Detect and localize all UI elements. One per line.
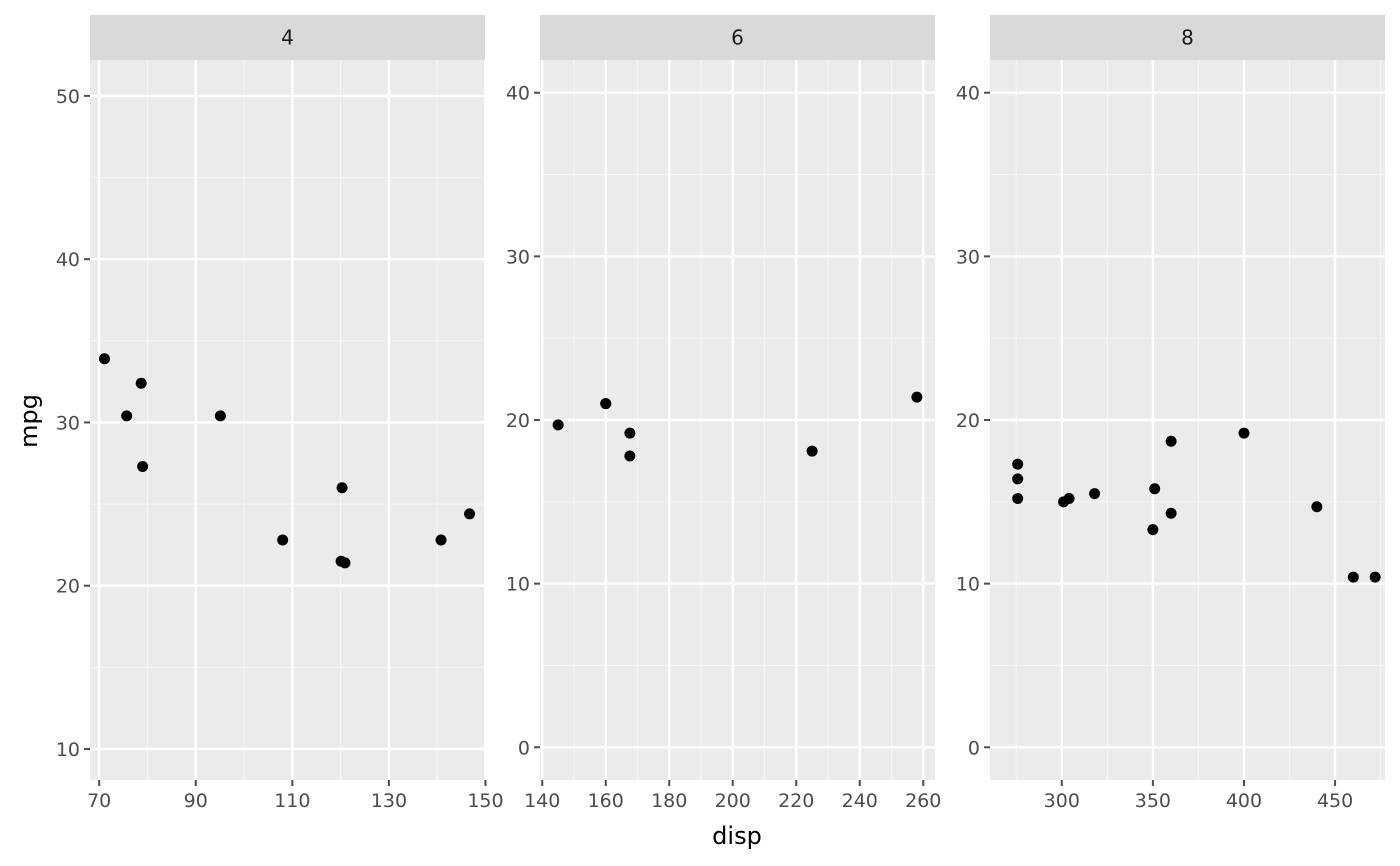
x-tick-label: 130 <box>371 790 407 812</box>
data-point <box>1063 493 1075 505</box>
data-point <box>1089 488 1101 500</box>
facet-panel-6: 6 140 160 180 200 220 240 260 0 10 20 30 40 <box>506 15 941 812</box>
y-tick-label: 30 <box>956 246 980 268</box>
data-point <box>1369 571 1381 583</box>
y-tick-label: 0 <box>518 737 530 759</box>
x-tick-label: 110 <box>274 790 310 812</box>
facet-strip <box>540 15 935 60</box>
data-point <box>624 450 636 462</box>
y-tick-label: 40 <box>956 83 980 105</box>
x-tick-label: 220 <box>778 790 814 812</box>
y-tick-label: 30 <box>56 412 80 434</box>
data-point <box>135 377 147 389</box>
x-tick-label: 150 <box>467 790 503 812</box>
x-tick-label: 70 <box>87 790 111 812</box>
data-points <box>552 391 923 462</box>
data-points <box>98 353 476 569</box>
data-point <box>339 557 351 569</box>
facet-strip-label: 6 <box>731 26 744 50</box>
data-point <box>435 534 447 546</box>
data-point <box>806 445 818 457</box>
x-tick-label: 160 <box>588 790 624 812</box>
y-tick-label: 10 <box>956 574 980 596</box>
x-tick-label: 200 <box>715 790 751 812</box>
data-point <box>214 410 226 422</box>
data-point <box>600 398 612 410</box>
x-tick-label: 400 <box>1226 790 1262 812</box>
data-point <box>911 391 923 403</box>
data-point <box>1311 501 1323 513</box>
facet-strip-label: 4 <box>281 26 294 50</box>
data-point <box>1012 458 1024 470</box>
y-tick-label: 50 <box>56 86 80 108</box>
data-point <box>1347 571 1359 583</box>
x-tick-label: 180 <box>651 790 687 812</box>
x-axis-title: disp <box>712 822 762 850</box>
data-point <box>1149 483 1161 495</box>
facet-strip <box>90 15 485 60</box>
facet-strip <box>990 15 1385 60</box>
x-tick-label: 300 <box>1044 790 1080 812</box>
data-point <box>1147 524 1159 536</box>
data-point <box>336 482 348 494</box>
grid-lines <box>990 60 1385 780</box>
grid-lines <box>90 60 485 780</box>
x-tick-label: 450 <box>1317 790 1353 812</box>
y-tick-label: 20 <box>56 576 80 598</box>
data-point <box>137 461 149 473</box>
data-point <box>277 534 289 546</box>
data-point <box>1165 435 1177 447</box>
panel-background <box>90 60 485 780</box>
data-point <box>1012 473 1024 485</box>
y-tick-label: 10 <box>56 739 80 761</box>
y-tick-label: 20 <box>956 410 980 432</box>
data-point <box>464 508 476 520</box>
facet-strip-label: 8 <box>1181 26 1194 50</box>
y-tick-label: 40 <box>506 83 530 105</box>
data-point <box>98 353 110 365</box>
x-tick-label: 140 <box>524 790 560 812</box>
data-point <box>1238 427 1250 439</box>
grid-lines <box>540 60 935 780</box>
y-tick-label: 10 <box>506 574 530 596</box>
x-tick-label: 240 <box>842 790 878 812</box>
x-tick-label: 350 <box>1135 790 1171 812</box>
data-point <box>1165 507 1177 519</box>
facet-panel-8: 8 300 350 400 450 0 10 20 30 40 <box>956 15 1385 812</box>
y-tick-label: 20 <box>506 410 530 432</box>
y-axis-title: mpg <box>15 394 43 448</box>
data-point <box>552 419 564 431</box>
x-tick-label: 260 <box>905 790 941 812</box>
data-points <box>1012 427 1381 583</box>
x-tick-label: 90 <box>184 790 208 812</box>
y-tick-label: 30 <box>506 246 530 268</box>
y-tick-label: 40 <box>56 249 80 271</box>
y-tick-label: 0 <box>968 737 980 759</box>
data-point <box>1012 493 1024 505</box>
data-point <box>624 427 636 439</box>
facet-panel-4: 4 70 90 110 130 150 10 20 30 40 50 <box>56 15 504 812</box>
data-point <box>121 410 133 422</box>
